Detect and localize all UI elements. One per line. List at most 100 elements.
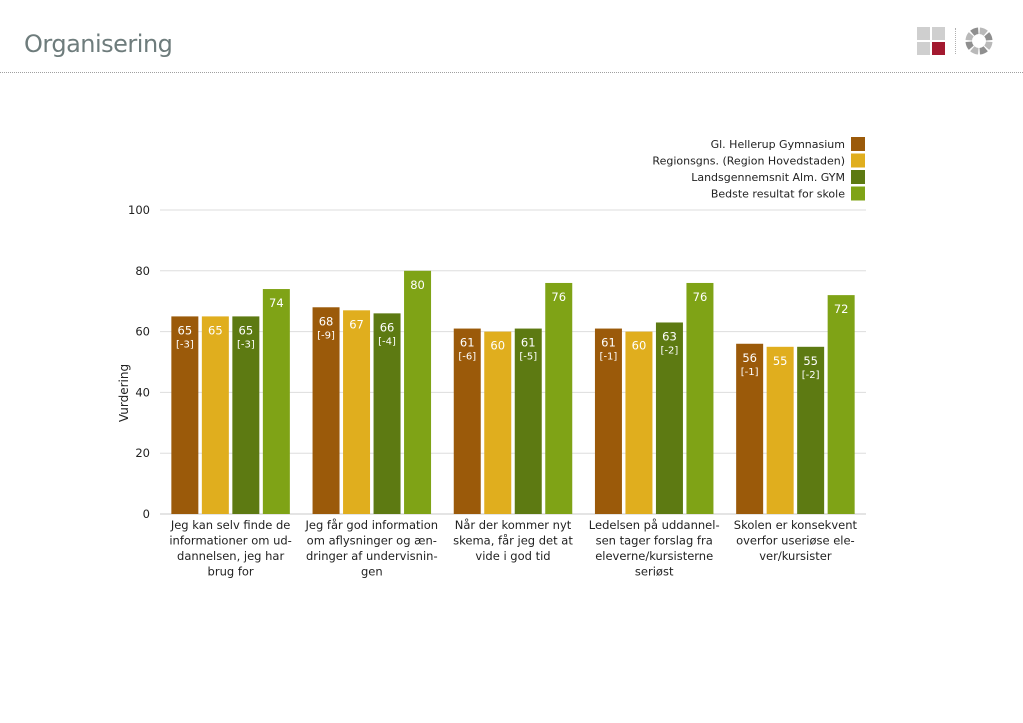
bar: [736, 343, 764, 514]
bar: [545, 282, 573, 514]
bar-diff-label: [-9]: [317, 330, 335, 341]
x-category-label: Skolen er konsekvent: [734, 518, 858, 532]
bar-value-label: 65: [239, 323, 254, 337]
bar: [232, 316, 260, 514]
bar-value-label: 60: [632, 339, 647, 353]
x-category-label: Ledelsen på uddannel-: [589, 518, 720, 532]
ring-segment: [984, 41, 993, 50]
ring-segment: [970, 46, 979, 55]
bar-diff-label: [-4]: [378, 336, 396, 347]
grid-logo-icon: [917, 27, 945, 55]
bar: [514, 328, 542, 514]
bar: [827, 295, 855, 514]
logo-separator: [955, 28, 956, 54]
y-tick-label: 80: [135, 264, 150, 278]
legend-swatch: [851, 137, 865, 151]
bar-value-label: 65: [208, 323, 223, 337]
x-category-label: overfor useriøse ele-: [736, 534, 855, 548]
legend-label: Bedste resultat for skole: [711, 188, 845, 201]
bar: [201, 316, 229, 514]
bar: [453, 328, 481, 514]
legend-label: Regionsgns. (Region Hovedstaden): [652, 155, 845, 168]
x-category-label: vide i god tid: [475, 549, 550, 563]
bar: [171, 316, 199, 514]
legend-swatch: [851, 170, 865, 184]
bar-value-label: 55: [803, 354, 818, 368]
bar-value-label: 61: [460, 336, 475, 350]
bar-value-label: 76: [693, 290, 708, 304]
bar-value-label: 76: [551, 290, 566, 304]
x-category-label: eleverne/kursisterne: [595, 549, 713, 563]
x-category-label: ver/kursister: [759, 549, 832, 563]
x-category-label: gen: [361, 565, 383, 579]
ring-segment: [979, 46, 988, 55]
ring-segment: [979, 27, 988, 36]
bar: [343, 310, 371, 514]
legend-label: Gl. Hellerup Gymnasium: [711, 138, 845, 151]
bar-value-label: 55: [773, 354, 788, 368]
bar: [625, 331, 653, 514]
bar: [594, 328, 622, 514]
bar: [373, 313, 401, 514]
logo-square: [932, 42, 945, 55]
y-tick-label: 60: [135, 325, 150, 339]
bar-diff-label: [-2]: [802, 370, 820, 381]
y-tick-label: 20: [135, 446, 150, 460]
x-category-label: dringer af undervisnin-: [306, 549, 438, 563]
logo-square: [917, 42, 930, 55]
bar-value-label: 66: [380, 320, 395, 334]
ring-segment: [965, 41, 974, 50]
y-tick-label: 40: [135, 385, 150, 399]
bar: [655, 322, 683, 514]
x-category-label: Jeg kan selv finde de: [170, 518, 291, 532]
bar-diff-label: [-6]: [458, 352, 476, 363]
x-category-label: Jeg får god information: [305, 518, 439, 532]
bar-value-label: 63: [662, 329, 677, 343]
x-category-label: seriøst: [635, 565, 674, 579]
ring-segment: [970, 27, 979, 36]
legend-label: Landsgennemsnit Alm. GYM: [691, 171, 845, 184]
bar-diff-label: [-2]: [661, 345, 679, 356]
bar-diff-label: [-1]: [600, 352, 618, 363]
y-tick-label: 100: [128, 203, 150, 217]
bar: [404, 270, 432, 514]
bar-diff-label: [-5]: [519, 352, 537, 363]
ring-logo-icon: [965, 27, 993, 55]
page-title: Organisering: [24, 30, 173, 58]
header-divider: [0, 72, 1023, 73]
x-category-label: informationer om ud-: [169, 534, 291, 548]
bar-value-label: 61: [601, 336, 616, 350]
bar-value-label: 65: [178, 323, 193, 337]
y-axis-title: Vurdering: [117, 364, 131, 422]
legend-swatch: [851, 186, 865, 201]
bar-value-label: 74: [269, 296, 284, 310]
bar: [262, 289, 290, 514]
logo-square: [917, 27, 930, 40]
bar: [797, 346, 825, 514]
bar-diff-label: [-3]: [176, 339, 194, 350]
x-category-label: om aflysninger og æn-: [307, 534, 437, 548]
ring-segment: [984, 32, 993, 41]
ring-segment: [965, 32, 974, 41]
bar: [312, 307, 340, 514]
bar-diff-label: [-3]: [237, 339, 255, 350]
bar-diff-label: [-1]: [741, 367, 759, 378]
bar-value-label: 61: [521, 336, 536, 350]
bar-value-label: 80: [410, 278, 425, 292]
bar: [484, 331, 512, 514]
legend-swatch: [851, 153, 865, 168]
x-category-label: skema, får jeg det at: [453, 534, 573, 548]
bar-value-label: 60: [490, 339, 505, 353]
bar-value-label: 72: [834, 302, 849, 316]
bar: [766, 346, 794, 514]
x-category-label: Når der kommer nyt: [455, 518, 572, 532]
bar-value-label: 56: [742, 351, 757, 365]
bar-value-label: 67: [349, 317, 364, 331]
bar-value-label: 68: [319, 314, 334, 328]
x-category-label: brug for: [208, 565, 254, 579]
bar: [686, 282, 714, 514]
logo-square: [932, 27, 945, 40]
x-category-label: sen tager forslag fra: [596, 534, 713, 548]
x-category-label: dannelsen, jeg har: [177, 549, 284, 563]
